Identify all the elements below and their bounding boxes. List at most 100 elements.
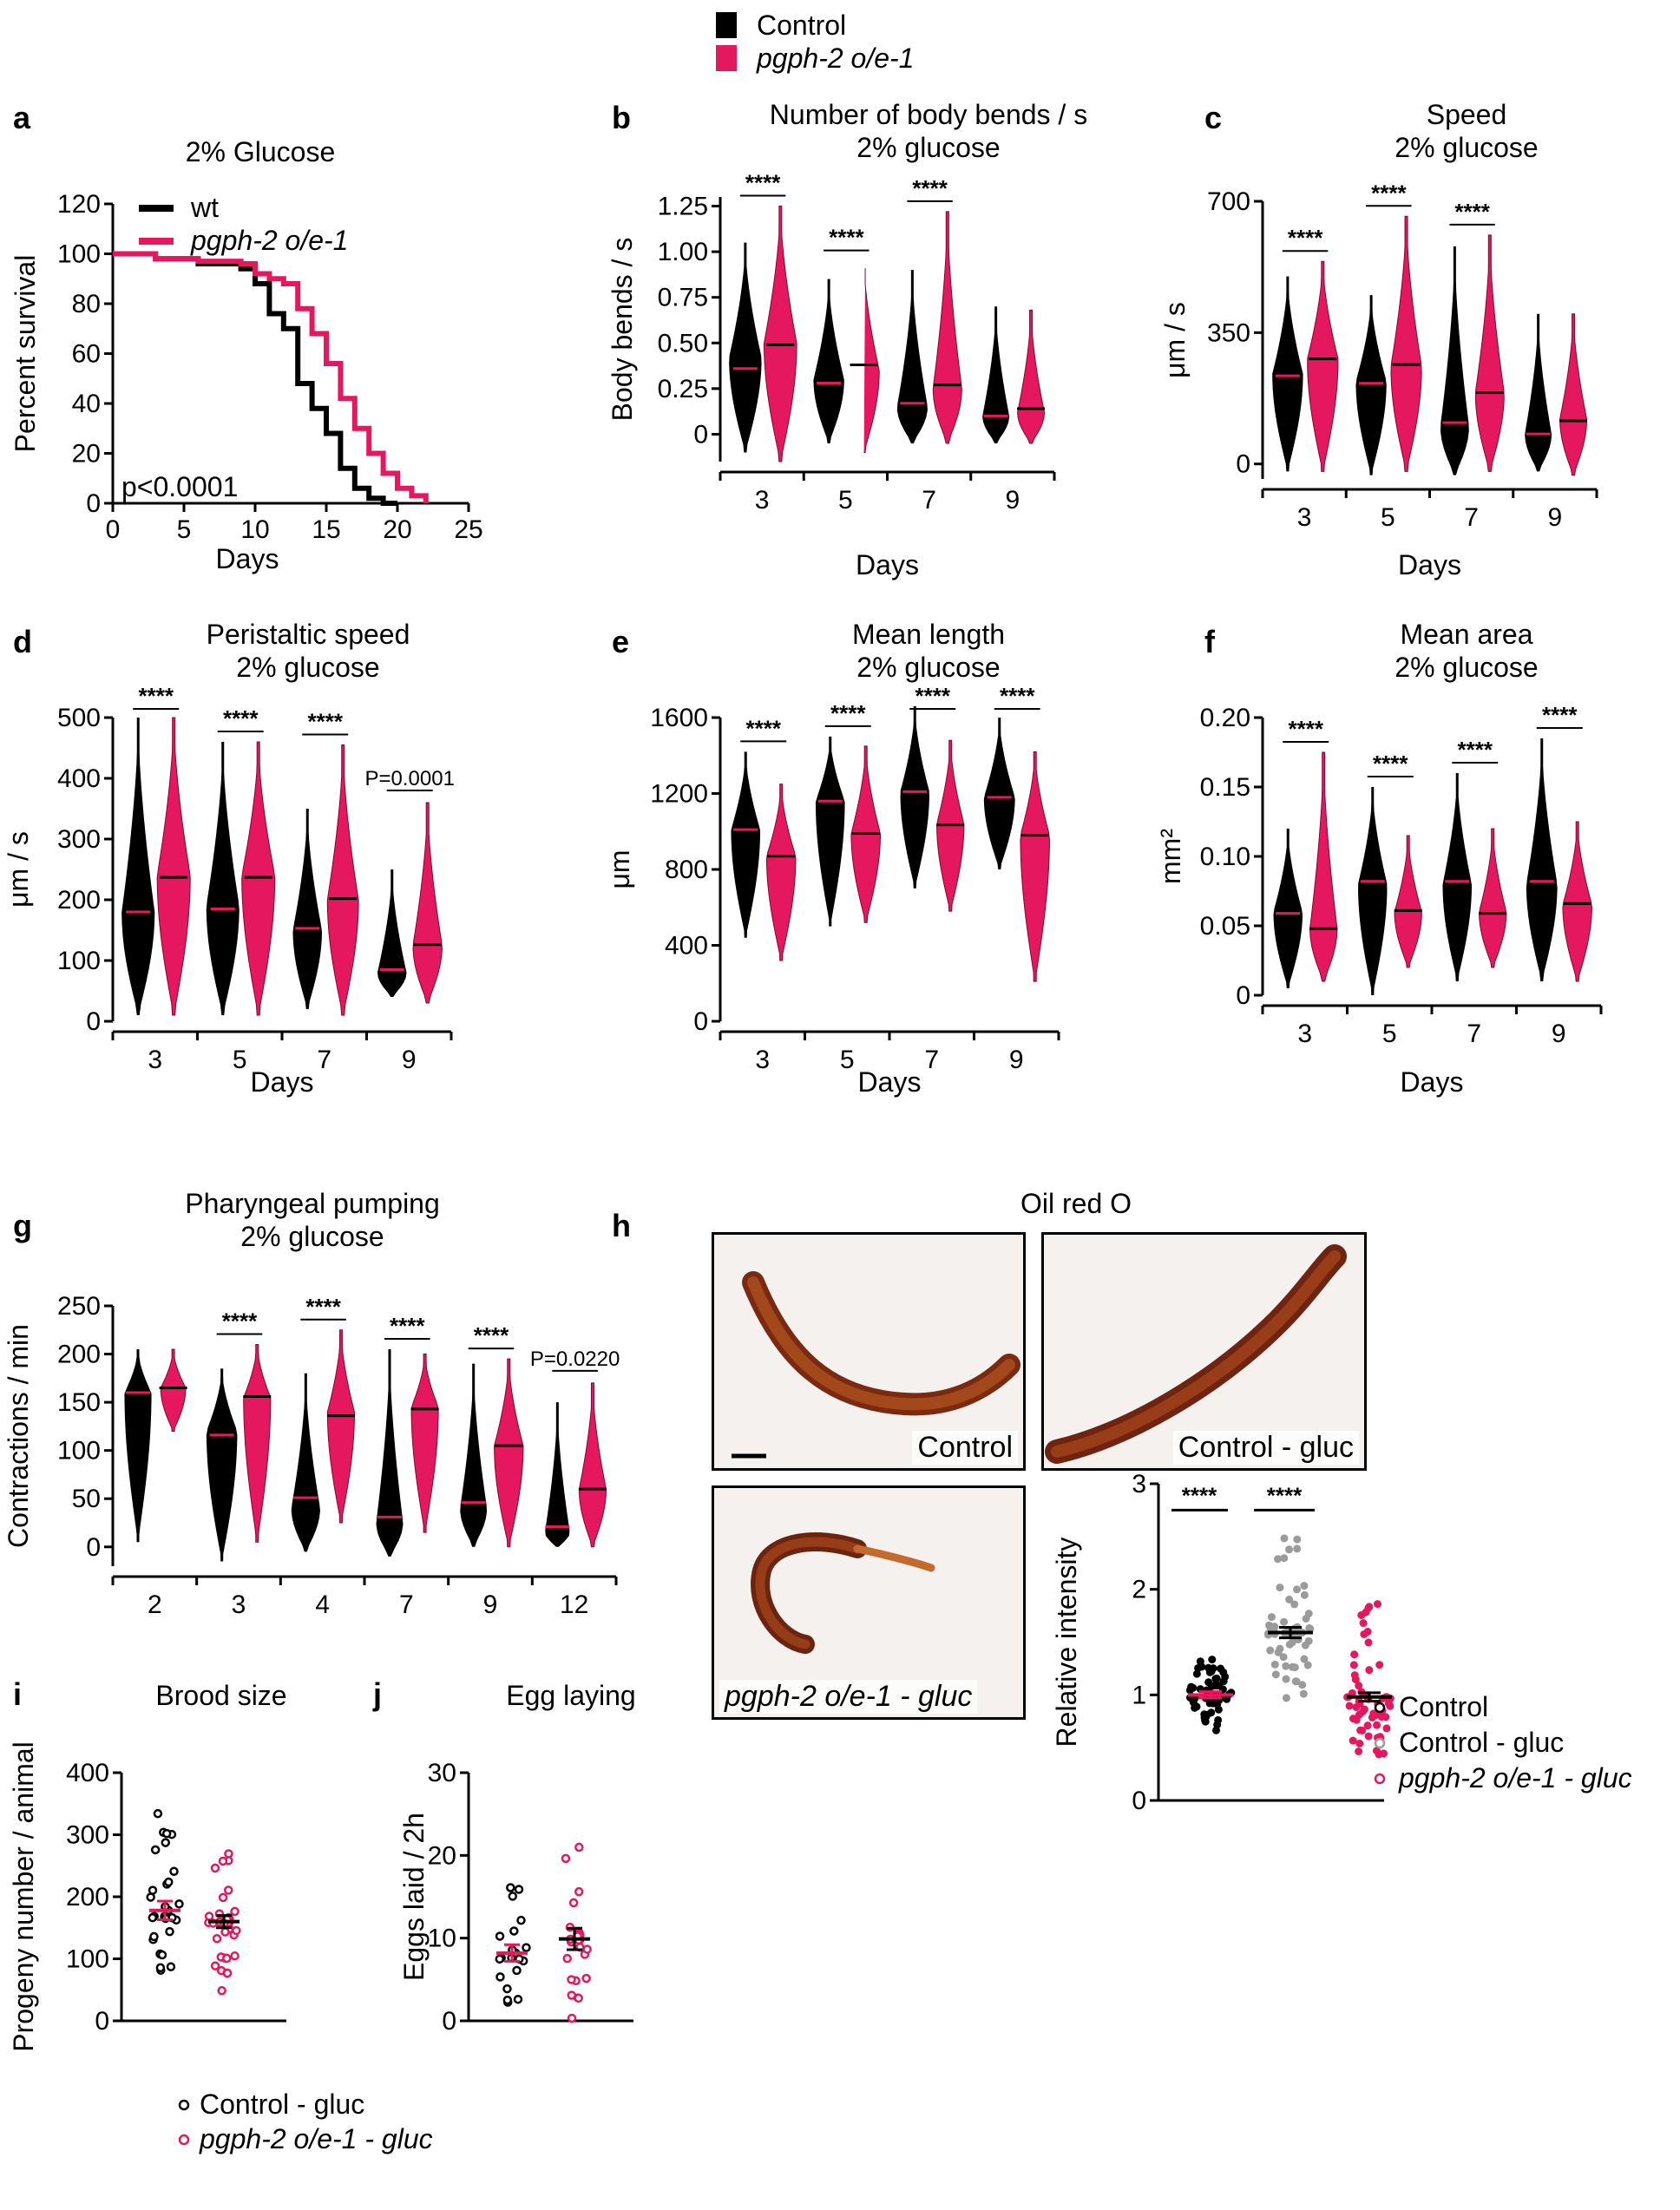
x-tick-label: 3 xyxy=(232,1590,246,1619)
data-point xyxy=(230,1906,240,1917)
y-axis-label-j: Eggs laid / 2h xyxy=(398,1813,430,1981)
data-point xyxy=(1221,1672,1230,1681)
data-point xyxy=(1382,1724,1391,1733)
data-point xyxy=(567,1975,576,1984)
data-point xyxy=(1303,1661,1312,1669)
x-tick-label: 12 xyxy=(560,1590,588,1619)
x-tick-label: 3 xyxy=(755,486,770,515)
violin-control xyxy=(460,1363,488,1547)
violin-treated xyxy=(1479,828,1507,968)
violin-control xyxy=(376,1349,404,1557)
data-point xyxy=(582,1944,592,1954)
data-point xyxy=(1207,1708,1216,1717)
photo-control-gluc: Control - gluc xyxy=(1041,1232,1367,1471)
significance-label: **** xyxy=(1288,225,1323,251)
data-point xyxy=(567,2013,577,2023)
chart-title-j: Egg laying xyxy=(506,1680,635,1711)
data-point xyxy=(218,1892,228,1903)
violin-treated xyxy=(578,1382,607,1548)
violin-control xyxy=(121,718,155,1015)
y-tick-label: 2 xyxy=(1132,1576,1146,1604)
violin-treated xyxy=(1017,309,1046,444)
x-axis-label-f: Days xyxy=(1401,1066,1464,1098)
violin-treated xyxy=(763,206,797,462)
violin-treated xyxy=(412,802,443,1004)
data-point xyxy=(1373,1721,1381,1729)
chart-subtitle-g: 2% glucose xyxy=(240,1221,384,1252)
violin-control xyxy=(1272,276,1303,472)
significance-label: **** xyxy=(390,1313,425,1339)
data-point xyxy=(1187,1682,1196,1691)
significance-label: **** xyxy=(1373,751,1408,777)
y-tick-label: 800 xyxy=(665,856,708,884)
data-point xyxy=(1300,1655,1309,1663)
data-point xyxy=(166,1962,176,1971)
y-tick-label: 100 xyxy=(66,1945,109,1974)
data-point xyxy=(1359,1619,1368,1628)
violin-control xyxy=(815,736,845,927)
y-tick-label: 300 xyxy=(57,825,101,854)
y-tick-label: 3 xyxy=(1132,1470,1146,1498)
data-point xyxy=(1285,1595,1294,1603)
significance-label: **** xyxy=(1000,683,1035,709)
data-point xyxy=(1271,1670,1280,1679)
x-tick-label: 5 xyxy=(1381,503,1395,532)
y-tick-label: 0 xyxy=(1236,981,1250,1010)
y-tick-label: 0.20 xyxy=(1200,704,1250,732)
violin-control xyxy=(292,809,323,1009)
data-point xyxy=(218,1856,228,1866)
panel-letter-e: e xyxy=(612,624,629,659)
data-point xyxy=(581,1973,591,1984)
data-point xyxy=(574,1886,584,1897)
significance-label: **** xyxy=(745,715,781,741)
violin-control xyxy=(1358,787,1388,995)
y-tick-label: 200 xyxy=(66,1883,109,1912)
data-point xyxy=(157,1950,167,1960)
y-tick-label: 0 xyxy=(693,420,708,449)
data-point xyxy=(222,1953,232,1964)
y-axis-label-a: Percent survival xyxy=(10,255,41,453)
violin-control xyxy=(731,751,761,938)
data-point xyxy=(508,1892,518,1901)
survival-line-1 xyxy=(113,251,429,503)
data-point xyxy=(1358,1726,1367,1735)
data-point xyxy=(1282,1675,1290,1683)
data-point xyxy=(514,1885,524,1894)
data-point xyxy=(568,1898,579,1908)
data-point xyxy=(1280,1554,1289,1563)
y-tick-label: 400 xyxy=(57,764,101,793)
x-tick-label: 0 xyxy=(106,515,121,544)
violin-treated xyxy=(932,211,962,444)
legend-label-h-0: Control xyxy=(1399,1691,1488,1722)
significance-label: **** xyxy=(1454,199,1490,225)
chart-title-d: Peristaltic speed xyxy=(207,619,410,650)
chart-subtitle-f: 2% glucose xyxy=(1395,652,1538,683)
x-tick-label: 5 xyxy=(1382,1020,1397,1048)
x-axis-label-c: Days xyxy=(1398,549,1461,580)
data-point xyxy=(522,1943,531,1952)
data-point xyxy=(561,1853,571,1864)
chart-title-f: Mean area xyxy=(1401,619,1533,650)
annotation-pvalue: p<0.0001 xyxy=(121,471,238,502)
data-point xyxy=(574,1993,583,2003)
chart-subtitle-c: 2% glucose xyxy=(1395,132,1538,163)
chart-title-b: Number of body bends / s xyxy=(770,99,1087,130)
data-point xyxy=(1190,1698,1198,1707)
x-tick-label: 9 xyxy=(1548,503,1563,532)
legend-label-h-2: pgph-2 o/e-1 - gluc xyxy=(1398,1762,1632,1794)
data-point xyxy=(1205,1668,1214,1676)
data-point xyxy=(506,1883,515,1892)
x-tick-label: 5 xyxy=(177,515,192,544)
panel-letter-b: b xyxy=(612,100,631,135)
y-tick-label: 350 xyxy=(1207,318,1250,347)
significance-label: **** xyxy=(1457,737,1493,763)
legend-label-bottom-0: Control - gluc xyxy=(200,2089,364,2120)
data-point xyxy=(155,1963,166,1973)
x-tick-label: 7 xyxy=(317,1046,331,1074)
violin-control xyxy=(291,1373,320,1552)
x-tick-label: 7 xyxy=(922,486,936,515)
data-point xyxy=(149,1931,159,1942)
violin-treated xyxy=(1307,260,1339,472)
significance-label: **** xyxy=(138,683,174,709)
data-point xyxy=(1299,1689,1308,1698)
